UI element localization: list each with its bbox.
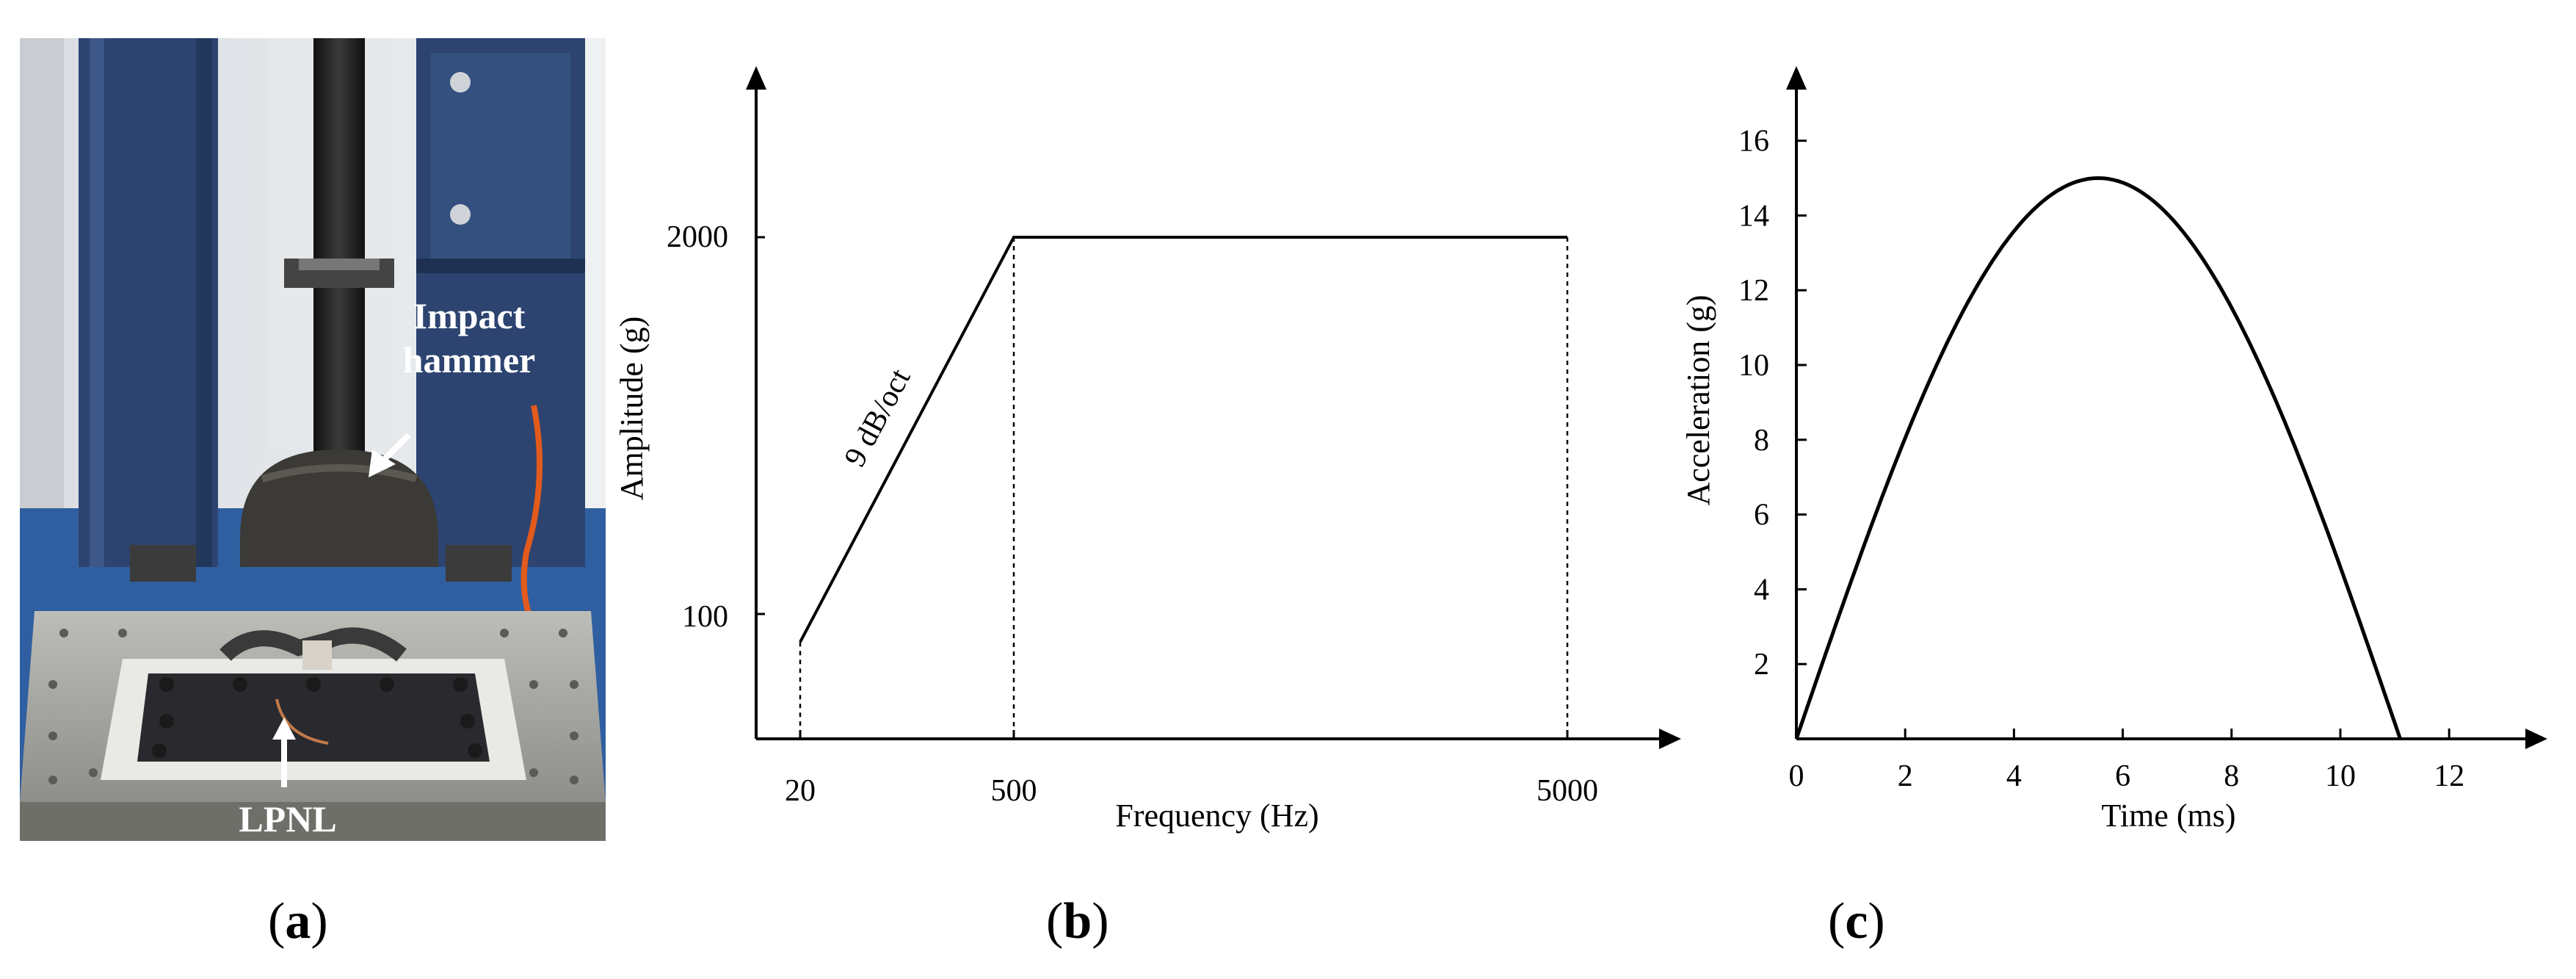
chart-c-xtick-4: 4 (2006, 759, 2022, 793)
chart-c-acceleration-pulse: 0 2 4 6 8 10 12 2 4 6 8 10 12 14 16 Time (ms) Accelera… (1637, 0, 2576, 975)
chart-c-ytick-8: 8 (1754, 424, 1769, 458)
chart-c-ytick-2: 2 (1754, 648, 1769, 682)
chart-c-xtick-8: 8 (2224, 759, 2239, 793)
chart-c-ytick-14: 14 (1738, 199, 1769, 233)
chart-c-svg: 0 2 4 6 8 10 12 2 4 6 8 10 12 14 16 Time (ms) Accelera… (1680, 66, 2547, 834)
chart-b-y-label: Amplitude (g) (614, 317, 650, 501)
chart-c-ytick-12: 12 (1738, 274, 1769, 308)
chart-b-x-label: Frequency (Hz) (1115, 798, 1318, 834)
chart-c-xtick-10: 10 (2325, 759, 2356, 793)
chart-c-series-line (1794, 176, 2402, 740)
chart-b-xtick-20: 20 (785, 774, 816, 808)
chart-b-ytick-2000: 2000 (667, 220, 728, 254)
plate-bolts (152, 677, 482, 758)
lpnl-label: LPNL (239, 798, 336, 839)
chart-b-slope-annotation: 9 dB/oct (838, 363, 918, 472)
chart-c-ytick-10: 10 (1738, 349, 1769, 383)
panel-label-b: (b) (1046, 893, 1109, 950)
chart-b-xtick-500: 500 (991, 774, 1037, 808)
hammer-head (240, 449, 438, 567)
lpnl-plate (137, 673, 490, 762)
chart-c-ytick-4: 4 (1754, 573, 1769, 607)
chart-c-xtick-0: 0 (1789, 759, 1804, 793)
test-setup-photo: Impact hammer LPNL (20, 38, 606, 841)
chart-c-x-arrow-icon (2525, 729, 2547, 749)
chart-b-xtick-5000: 5000 (1536, 774, 1598, 808)
chart-b-y-arrow-icon (746, 66, 766, 90)
chart-c-axes (1795, 81, 2540, 740)
arrow-lpnl-icon (272, 718, 296, 787)
chart-c-xtick-2: 2 (1898, 759, 1913, 793)
chart-c-xtick-6: 6 (2115, 759, 2130, 793)
impact-hammer-label-line1: Impact (413, 295, 526, 336)
chart-c-y-label: Acceleration (g) (1680, 295, 1716, 505)
chart-b-amplitude-spectrum: 20 500 5000 100 2000 Frequency (Hz) Ampl… (602, 0, 1688, 975)
chart-b-series-line (799, 236, 1567, 643)
panel-label-c: (c) (1828, 893, 1885, 950)
panel-label-a: (a) (268, 893, 328, 950)
chart-c-xtick-12: 12 (2434, 759, 2464, 793)
chart-c-ytick-6: 6 (1754, 499, 1769, 532)
chart-b-ytick-100: 100 (682, 600, 728, 634)
impact-hammer-label-line2: hammer (403, 339, 536, 380)
chart-c-ytick-16: 16 (1738, 125, 1769, 159)
chart-c-x-label: Time (ms) (2102, 798, 2236, 834)
photo-illustration: Impact hammer LPNL (20, 38, 606, 841)
chart-b-axes (755, 81, 1675, 740)
chart-b-svg: 20 500 5000 100 2000 Frequency (Hz) Ampl… (614, 66, 1681, 834)
table-bolt-holes (48, 629, 578, 784)
chart-c-y-arrow-icon (1786, 66, 1807, 90)
chart-b-x-arrow-icon (1659, 729, 1681, 749)
arrow-impact-icon (369, 433, 411, 477)
